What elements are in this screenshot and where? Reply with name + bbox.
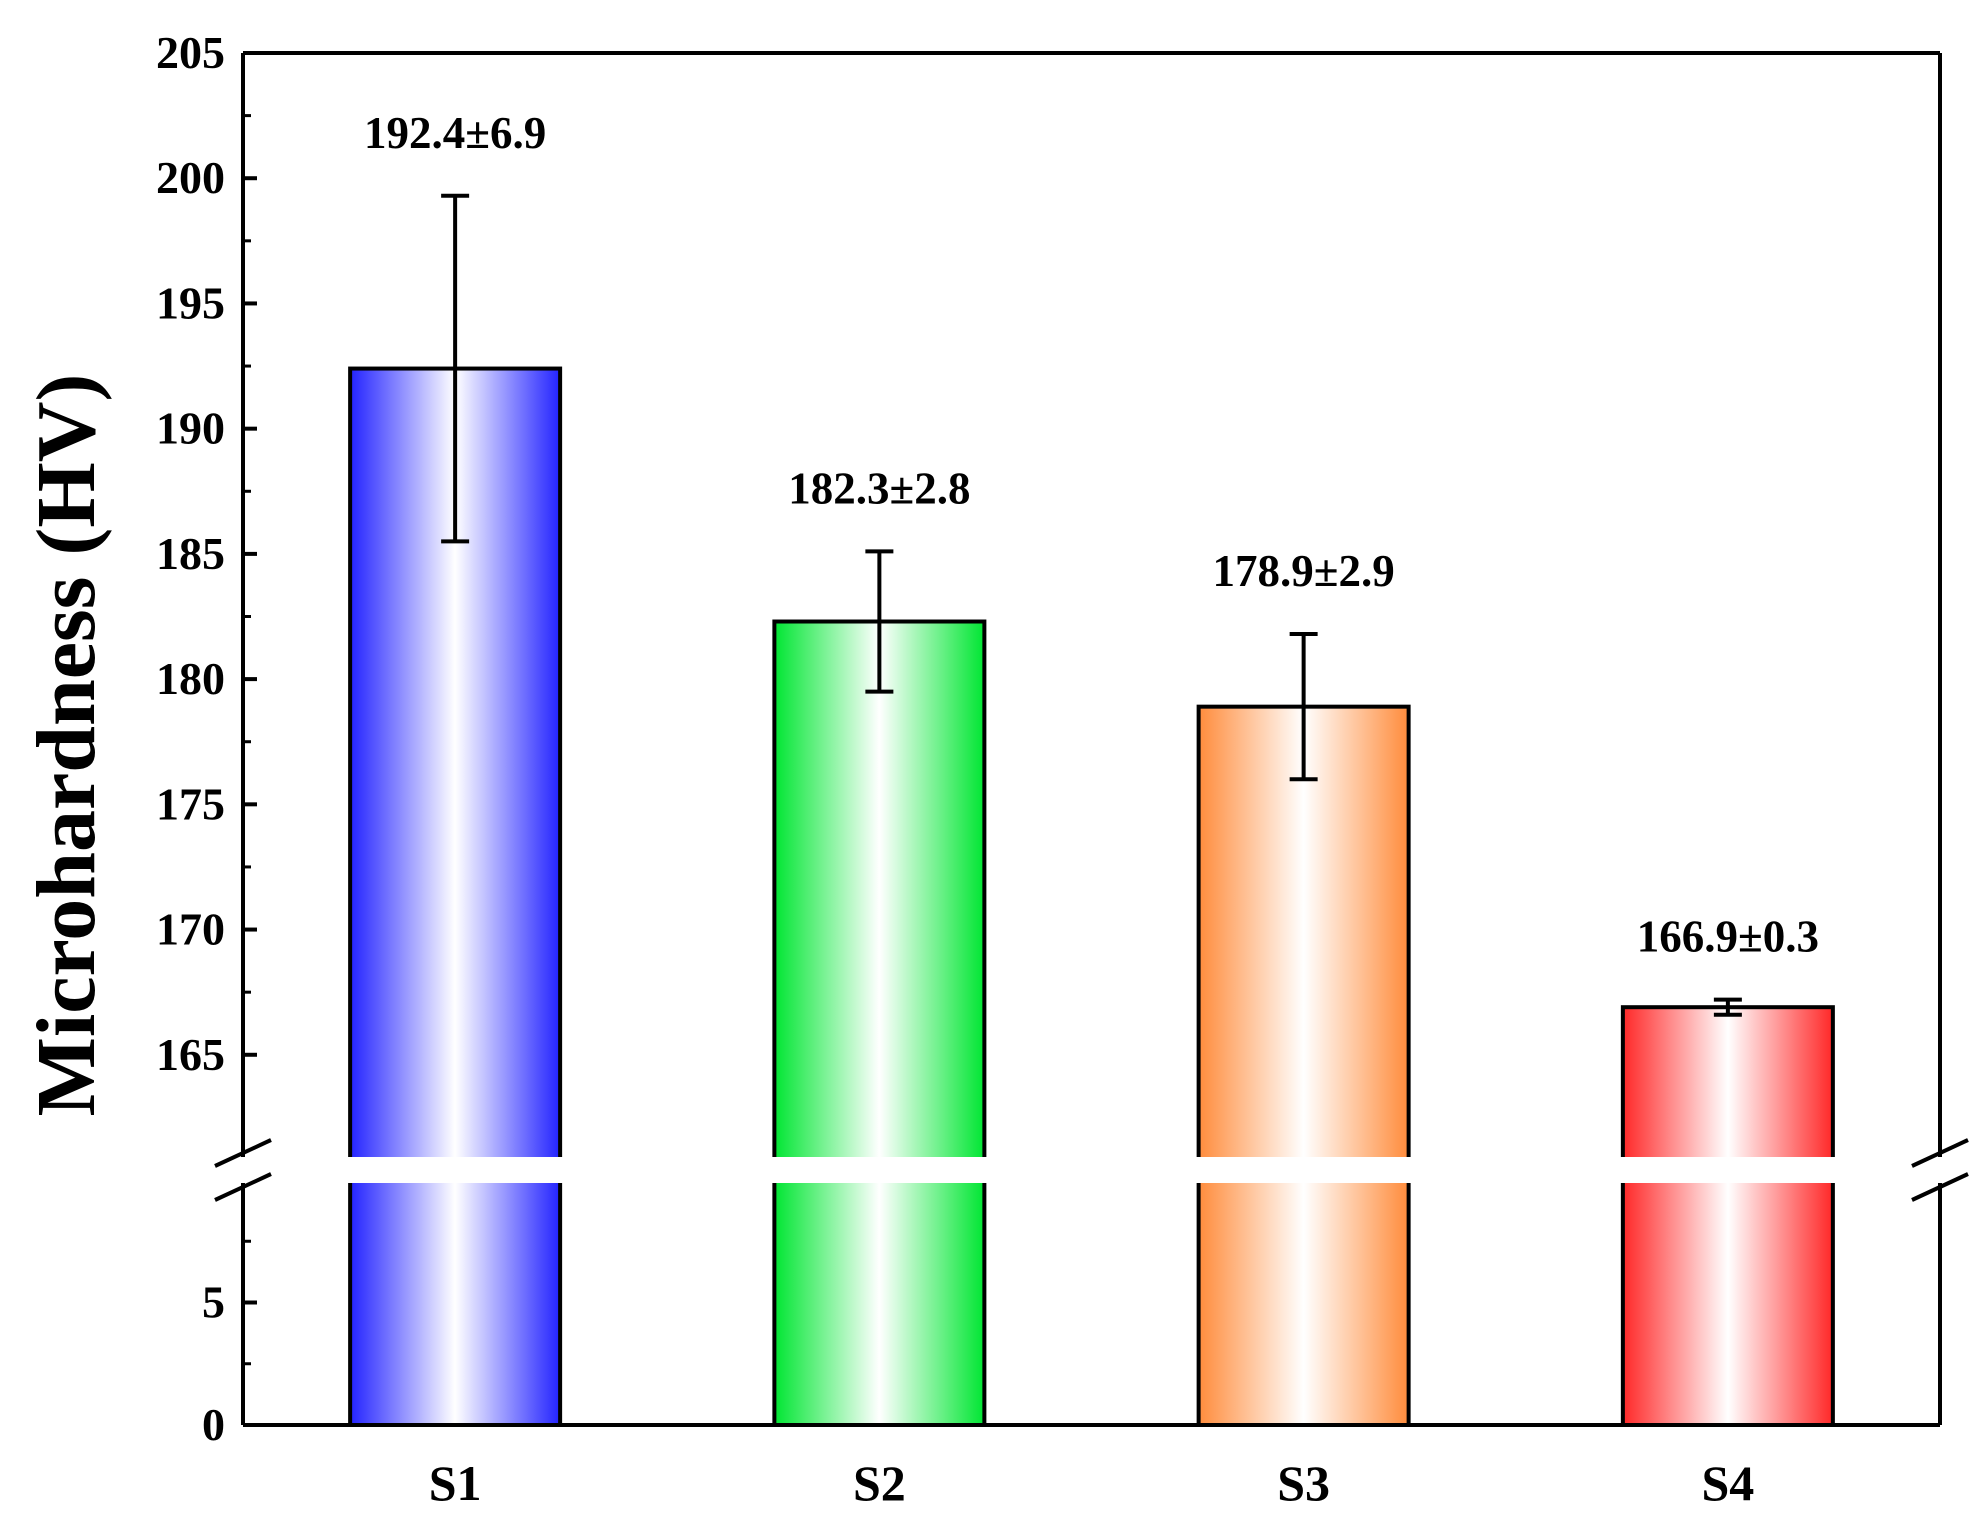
bar-s1 [348,366,563,1427]
bar-s2 [772,619,987,1427]
error-bar-s1 [441,193,470,544]
bar-s3 [1196,704,1411,1427]
y-tick-label-upper-170: 170 [156,904,225,955]
y-tick-label-upper-200: 200 [156,152,225,203]
y-tick-label-upper-195: 195 [156,277,225,328]
right-axis-break-mark [1911,1138,1969,1202]
bar-break-gap-s4 [1619,1157,1836,1183]
data-label-s4: 166.9±0.3 [1637,912,1819,962]
category-label-s4: S4 [1701,1455,1754,1511]
bar-break-gap-s1 [347,1157,564,1183]
y-tick-label-lower-5: 5 [202,1277,225,1328]
y-tick-label-upper-185: 185 [156,528,225,579]
y-tick-label-upper-180: 180 [156,653,225,704]
data-label-s3: 178.9±2.9 [1213,546,1395,596]
bar-break-gap-s2 [771,1157,988,1183]
y-tick-label-upper-205: 205 [156,27,225,78]
category-label-s2: S2 [853,1455,906,1511]
y-axis-title: Microhardness (HV) [20,374,113,1117]
error-bar-s3 [1289,632,1318,782]
y-axis-ticks: 165 170 175 180 185 190 195 200 205 0 5 [156,27,257,1450]
y-tick-label-upper-190: 190 [156,403,225,454]
bars-layer [348,366,1835,1428]
data-label-s1: 192.4±6.9 [364,108,546,158]
axis-break-layer [347,1157,1836,1183]
error-bars-layer [441,193,1742,1017]
error-bar-s2 [865,549,894,694]
bar-s4 [1620,1005,1835,1428]
data-label-s2: 182.3±2.8 [788,463,970,513]
y-tick-label-lower-0: 0 [202,1399,225,1450]
category-label-s3: S3 [1277,1455,1330,1511]
labels-layer: 192.4±6.9 S1 182.3±2.8 S2 178.9±2.9 S3 166.9±0… [364,108,1819,1511]
left-axis-break-mark [214,1138,272,1202]
category-label-s1: S1 [429,1455,482,1511]
y-tick-label-upper-175: 175 [156,778,225,829]
y-tick-label-upper-165: 165 [156,1029,225,1080]
error-bar-s4 [1713,997,1742,1017]
plot-frame [214,51,1969,1427]
bar-break-gap-s3 [1195,1157,1412,1183]
